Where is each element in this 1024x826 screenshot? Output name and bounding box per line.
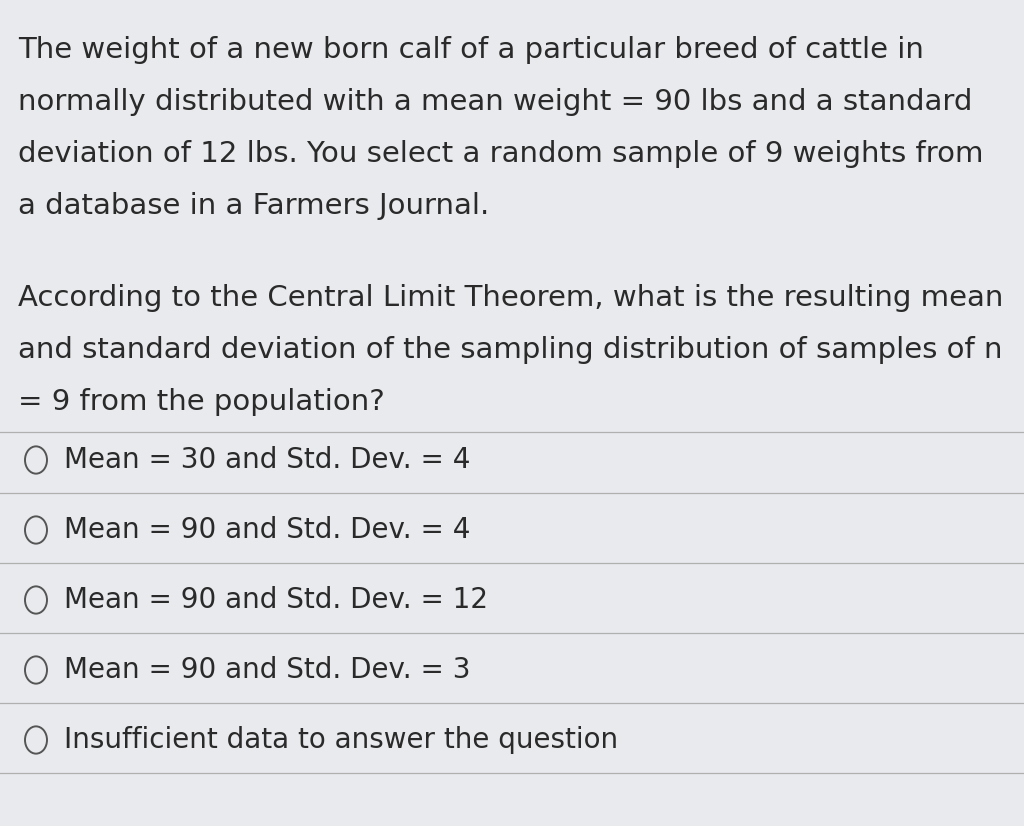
Text: Mean = 90 and Std. Dev. = 3: Mean = 90 and Std. Dev. = 3 [63,656,470,684]
Text: and standard deviation of the sampling distribution of samples of n: and standard deviation of the sampling d… [18,336,1002,364]
Text: normally distributed with a mean weight = 90 lbs and a standard: normally distributed with a mean weight … [18,88,973,116]
Text: The weight of a new born calf of a particular breed of cattle in: The weight of a new born calf of a parti… [18,36,924,64]
Text: deviation of 12 lbs. You select a random sample of 9 weights from: deviation of 12 lbs. You select a random… [18,140,983,168]
Text: Mean = 90 and Std. Dev. = 12: Mean = 90 and Std. Dev. = 12 [63,586,488,614]
Text: = 9 from the population?: = 9 from the population? [18,388,385,416]
Text: According to the Central Limit Theorem, what is the resulting mean: According to the Central Limit Theorem, … [18,284,1004,312]
Text: a database in a Farmers Journal.: a database in a Farmers Journal. [18,192,489,220]
Text: Mean = 90 and Std. Dev. = 4: Mean = 90 and Std. Dev. = 4 [63,516,470,544]
Text: Mean = 30 and Std. Dev. = 4: Mean = 30 and Std. Dev. = 4 [63,446,470,474]
Text: Insufficient data to answer the question: Insufficient data to answer the question [63,726,618,754]
